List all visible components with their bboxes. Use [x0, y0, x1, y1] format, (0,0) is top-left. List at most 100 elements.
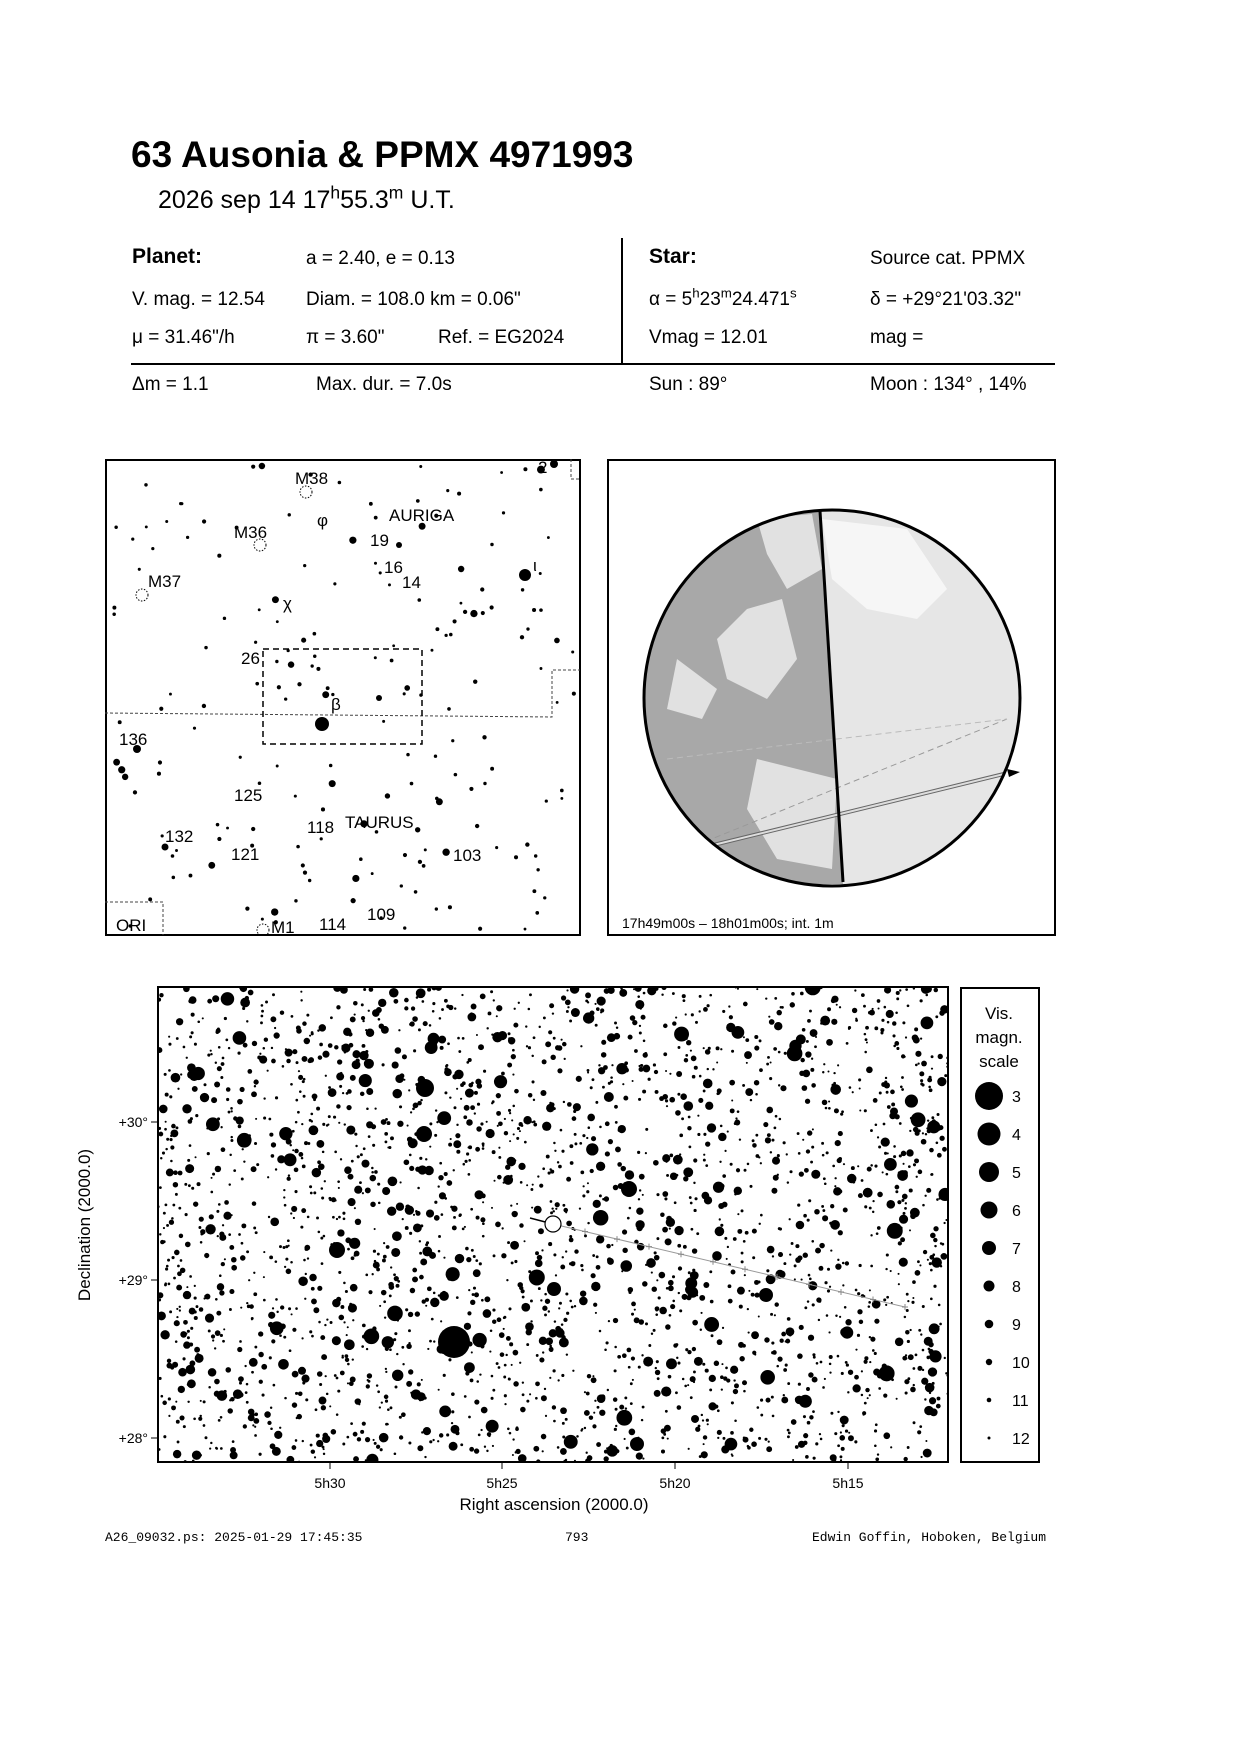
chart-star — [653, 1254, 660, 1261]
finder-star — [539, 487, 543, 492]
chart-star — [896, 997, 900, 1001]
chart-star — [872, 1199, 875, 1203]
finder-star — [253, 640, 258, 644]
chart-star — [734, 1383, 739, 1389]
chart-star — [541, 1249, 544, 1252]
chart-star — [309, 1330, 313, 1334]
chart-star — [814, 1045, 817, 1049]
chart-star — [926, 1119, 930, 1122]
chart-star — [310, 1031, 314, 1034]
chart-star — [600, 1011, 603, 1014]
chart-star — [365, 1028, 375, 1037]
chart-star — [466, 1256, 472, 1263]
chart-star — [822, 1177, 826, 1181]
chart-star — [336, 1072, 345, 1081]
chart-star — [552, 1210, 555, 1213]
chart-star — [425, 1304, 428, 1307]
chart-star — [717, 1091, 721, 1095]
finder-star — [128, 924, 133, 928]
chart-star — [832, 1164, 836, 1168]
chart-star — [712, 1181, 725, 1193]
chart-star — [498, 1155, 502, 1159]
chart-star — [474, 1292, 479, 1298]
finder-star — [113, 758, 121, 766]
chart-star — [552, 1036, 556, 1040]
chart-star — [559, 1448, 567, 1455]
finder-star — [501, 511, 506, 515]
finder-star — [489, 605, 494, 610]
finder-star — [114, 525, 118, 530]
chart-star — [657, 1296, 661, 1300]
chart-star — [544, 1414, 548, 1417]
chart-star — [503, 1117, 506, 1121]
chart-star — [264, 1411, 271, 1418]
chart-star — [673, 1201, 677, 1205]
chart-star — [831, 1018, 838, 1025]
chart-star — [592, 1199, 601, 1208]
chart-star — [176, 1315, 179, 1319]
chart-star — [607, 1139, 614, 1145]
chart-star — [295, 1061, 299, 1065]
chart-star — [744, 1051, 752, 1059]
chart-star — [258, 1379, 263, 1384]
chart-star — [517, 1001, 520, 1004]
chart-star — [627, 1034, 633, 1040]
chart-star — [871, 1299, 881, 1309]
chart-star — [937, 1303, 941, 1307]
chart-star — [671, 992, 675, 995]
chart-star — [438, 1017, 442, 1020]
chart-star — [209, 1049, 212, 1052]
chart-star — [593, 1411, 596, 1414]
chart-star — [363, 1058, 374, 1069]
chart-star — [366, 1373, 373, 1379]
chart-star — [362, 1147, 366, 1151]
chart-star — [354, 1398, 362, 1405]
chart-star — [549, 1168, 552, 1171]
chart-star — [654, 1369, 661, 1376]
chart-star — [176, 1284, 183, 1291]
chart-star — [817, 1318, 821, 1322]
chart-star — [595, 1235, 605, 1244]
chart-star — [182, 1425, 186, 1429]
finder-star — [387, 583, 391, 587]
event-time: 2026 sep 14 17h55.3m U.T. — [158, 184, 455, 215]
chart-star — [780, 1085, 787, 1092]
chart-star — [301, 1374, 310, 1383]
chart-star — [777, 1356, 783, 1362]
finder-star — [500, 471, 504, 474]
chart-star — [331, 1336, 341, 1346]
chart-star — [320, 1335, 326, 1341]
chart-star — [375, 1007, 382, 1013]
chart-star — [263, 1037, 269, 1042]
chart-star — [829, 1454, 837, 1462]
chart-star — [320, 1187, 324, 1190]
chart-star — [917, 1260, 920, 1264]
chart-star — [905, 1292, 909, 1296]
chart-star — [463, 1104, 470, 1111]
chart-star — [926, 1258, 929, 1261]
chart-star — [645, 1127, 649, 1131]
chart-star — [556, 1446, 560, 1449]
chart-star — [770, 1395, 774, 1399]
chart-star — [830, 1249, 833, 1252]
chart-star — [689, 1201, 693, 1205]
chart-star — [899, 989, 902, 992]
chart-star — [193, 1284, 196, 1287]
chart-star — [219, 1415, 223, 1419]
chart-star — [760, 1213, 763, 1217]
chart-star — [610, 1037, 614, 1040]
alpha-h: h — [692, 285, 700, 301]
chart-star — [316, 1216, 319, 1220]
chart-star — [507, 1108, 512, 1112]
chart-star — [302, 1021, 307, 1026]
chart-star — [660, 1428, 667, 1434]
chart-star — [525, 1329, 532, 1336]
chart-star — [182, 1357, 186, 1361]
chart-star — [696, 1232, 700, 1236]
chart-star — [418, 1240, 422, 1243]
chart-star — [845, 1041, 849, 1045]
chart-star — [868, 1206, 872, 1210]
chart-star — [438, 1433, 444, 1438]
chart-star — [262, 1276, 265, 1279]
chart-star — [894, 1337, 904, 1347]
